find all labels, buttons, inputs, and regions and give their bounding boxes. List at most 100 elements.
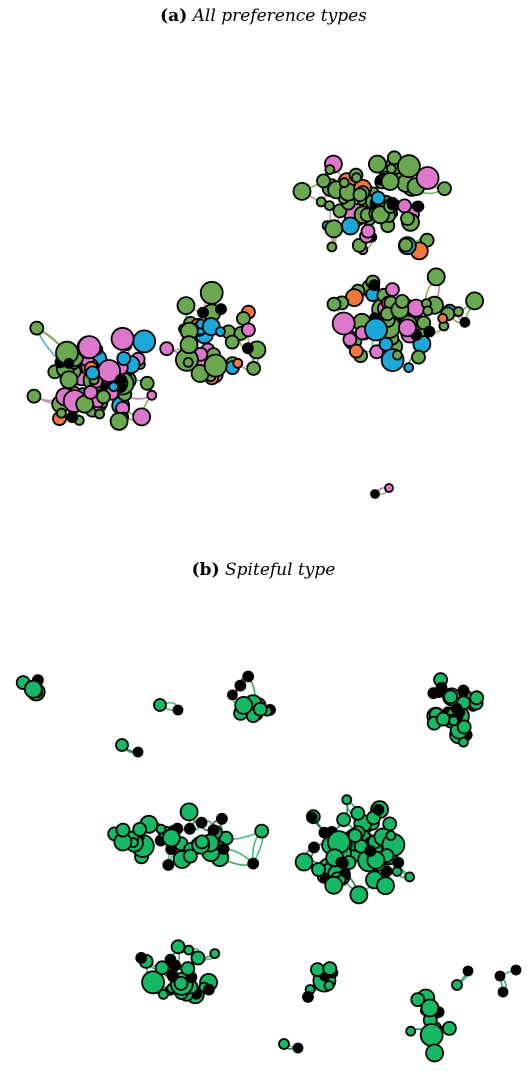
spiteful-node [392, 856, 405, 869]
all-types-node [326, 296, 342, 312]
all-types-node [26, 388, 42, 404]
spiteful-node [457, 684, 470, 697]
all-types-node [391, 349, 403, 361]
spiteful-node [155, 823, 167, 835]
spiteful-node [294, 852, 314, 872]
spiteful-node [385, 830, 397, 842]
spiteful-node [209, 948, 221, 960]
all-types-node [56, 407, 67, 419]
spiteful-node [183, 822, 196, 835]
all-types-node [412, 200, 425, 213]
spiteful-node [347, 828, 363, 844]
spiteful-node [132, 821, 148, 837]
all-types-node [159, 341, 175, 357]
spiteful-node [420, 998, 440, 1018]
all-types-node [397, 318, 417, 338]
spiteful-node [115, 822, 131, 838]
all-types-node [77, 335, 102, 360]
all-types-node [426, 267, 446, 287]
spiteful-node [456, 719, 472, 735]
spiteful-node [292, 1042, 304, 1054]
all-types-node [415, 166, 440, 190]
all-types-node [403, 362, 415, 374]
spiteful-node [323, 980, 335, 992]
spiteful-node [234, 679, 247, 692]
spiteful-node [161, 828, 181, 848]
all-types-node [246, 360, 262, 376]
spiteful-node [350, 805, 366, 821]
all-types-node [396, 154, 421, 179]
all-types-node [352, 187, 368, 203]
spiteful-node [336, 812, 352, 828]
all-types-node [315, 196, 327, 208]
all-types-node [397, 198, 412, 214]
spiteful-node [404, 871, 416, 883]
all-types-node [59, 370, 79, 390]
all-types-node [422, 305, 434, 317]
all-types-node [338, 177, 350, 189]
spiteful-node [153, 698, 167, 712]
spiteful-node [510, 964, 522, 976]
spiteful-node [154, 960, 170, 976]
spiteful-node [419, 1023, 444, 1047]
all-types-node [386, 198, 399, 211]
spiteful-node [302, 990, 314, 1003]
all-types-node [85, 365, 100, 381]
spiteful-node [23, 679, 43, 699]
all-types-node [63, 357, 75, 369]
panel-b-caption: (b) Spiteful type [0, 560, 527, 580]
all-types-node [241, 342, 254, 355]
spiteful-node [115, 738, 129, 752]
spiteful-node [234, 696, 254, 715]
all-types-node [384, 483, 394, 493]
spiteful-node [215, 812, 228, 825]
spiteful-node [135, 951, 148, 964]
all-types-node [110, 326, 135, 351]
all-types-node [66, 411, 79, 424]
all-types-node [292, 181, 312, 201]
spiteful-node [349, 885, 369, 905]
spiteful-node [443, 689, 459, 705]
all-types-node [394, 293, 410, 309]
spiteful-node [441, 1020, 457, 1036]
all-types-node [29, 320, 45, 336]
all-types-node [139, 375, 155, 391]
all-types-node [96, 389, 111, 405]
all-types-node [214, 326, 226, 338]
spiteful-node [217, 842, 230, 855]
spiteful-node [182, 848, 198, 864]
all-types-node [83, 384, 99, 400]
all-types-node [452, 306, 464, 318]
all-types-node [437, 312, 449, 324]
all-types-node [232, 357, 244, 369]
all-types-node [348, 343, 364, 359]
spiteful-node [341, 794, 353, 806]
all-types-node [94, 408, 105, 420]
all-types-node [370, 489, 380, 499]
panel-a-caption: (a) All preference types [0, 6, 527, 26]
spiteful-node [462, 965, 474, 977]
panel-b-title: Spiteful type [225, 560, 336, 580]
all-types-node [324, 219, 344, 239]
spiteful-node [226, 689, 238, 701]
all-types-node [182, 356, 194, 368]
spiteful-node [309, 962, 325, 978]
spiteful-node [311, 862, 326, 877]
all-types-node [340, 216, 360, 236]
spiteful-node [451, 979, 463, 991]
spiteful-node [180, 961, 196, 977]
spiteful-node [195, 816, 208, 829]
all-types-node [197, 306, 209, 319]
all-types-node [132, 407, 152, 427]
spiteful-node [410, 992, 426, 1008]
spiteful-node [202, 983, 215, 996]
spiteful-node [335, 856, 347, 868]
all-types-node [115, 373, 127, 386]
spiteful-node [376, 876, 395, 896]
all-types-node [437, 181, 452, 197]
all-types-node [132, 329, 157, 354]
spiteful-node [190, 950, 206, 966]
all-types-node [465, 291, 485, 311]
all-types-node [108, 381, 120, 393]
spiteful-node [469, 690, 485, 706]
